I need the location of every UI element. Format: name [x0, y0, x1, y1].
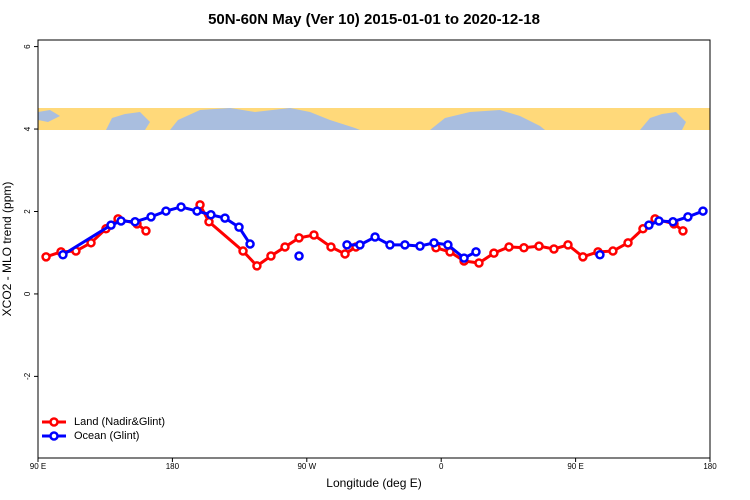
data-point — [595, 250, 605, 260]
data-point — [294, 251, 304, 261]
data-point — [176, 202, 186, 212]
data-point — [220, 213, 230, 223]
data-point — [534, 241, 544, 251]
data-point — [683, 212, 693, 222]
data-point — [238, 246, 248, 256]
data-point — [563, 240, 573, 250]
data-point — [41, 252, 51, 262]
y-axis-label: XCO2 - MLO trend (ppm) — [0, 182, 14, 317]
data-point — [474, 258, 484, 268]
data-point — [623, 238, 633, 248]
data-point — [578, 252, 588, 262]
data-point — [668, 217, 678, 227]
data-point — [58, 250, 68, 260]
data-point — [519, 243, 529, 253]
legend-label: Ocean (Glint) — [74, 430, 139, 442]
data-point — [385, 240, 395, 250]
chart-title: 50N-60N May (Ver 10) 2015-01-01 to 2020-… — [208, 11, 540, 28]
x-tick-label: 180 — [166, 462, 180, 471]
data-point — [443, 240, 453, 250]
data-point — [608, 246, 618, 256]
data-point — [234, 222, 244, 232]
data-point — [429, 238, 439, 248]
data-point — [654, 216, 664, 226]
y-tick-label: -2 — [23, 372, 32, 380]
x-tick-label: 180 — [703, 462, 717, 471]
data-point — [266, 251, 276, 261]
data-point — [415, 241, 425, 251]
data-point — [161, 206, 171, 216]
data-point — [504, 242, 514, 252]
legend-label: Land (Nadir&Glint) — [74, 416, 165, 428]
series-line — [62, 205, 252, 257]
data-point — [678, 226, 688, 236]
data-point — [340, 249, 350, 259]
data-point — [252, 261, 262, 271]
series-line — [346, 235, 477, 260]
data-point — [355, 240, 365, 250]
data-point — [400, 240, 410, 250]
data-point — [309, 230, 319, 240]
data-point — [294, 233, 304, 243]
data-point — [698, 206, 708, 216]
legend-marker — [49, 417, 59, 427]
data-point — [326, 242, 336, 252]
x-tick-label: 90 E — [567, 462, 583, 471]
y-tick-label: 4 — [23, 126, 32, 131]
data-point — [206, 210, 216, 220]
data-point — [245, 239, 255, 249]
x-axis-label: Longitude (deg E) — [326, 476, 421, 490]
data-point — [644, 220, 654, 230]
data-point — [86, 238, 96, 248]
data-point — [116, 216, 126, 226]
legend-marker — [49, 431, 59, 441]
plot-frame — [37, 39, 711, 459]
data-point — [280, 242, 290, 252]
data-point — [459, 253, 469, 263]
data-point — [342, 240, 352, 250]
data-point — [489, 248, 499, 258]
x-tick-label: 0 — [439, 462, 444, 471]
map-strip — [38, 108, 710, 130]
data-point — [106, 220, 116, 230]
data-point — [471, 247, 481, 257]
y-tick-label: 6 — [23, 44, 32, 49]
data-point — [370, 232, 380, 242]
data-point — [549, 244, 559, 254]
data-point — [192, 206, 202, 216]
x-tick-label: 90 E — [30, 462, 46, 471]
data-point — [146, 212, 156, 222]
y-tick-label: 0 — [23, 291, 32, 296]
data-point — [130, 217, 140, 227]
data-point — [141, 226, 151, 236]
y-tick-label: 2 — [23, 209, 32, 214]
x-tick-label: 90 W — [297, 462, 316, 471]
